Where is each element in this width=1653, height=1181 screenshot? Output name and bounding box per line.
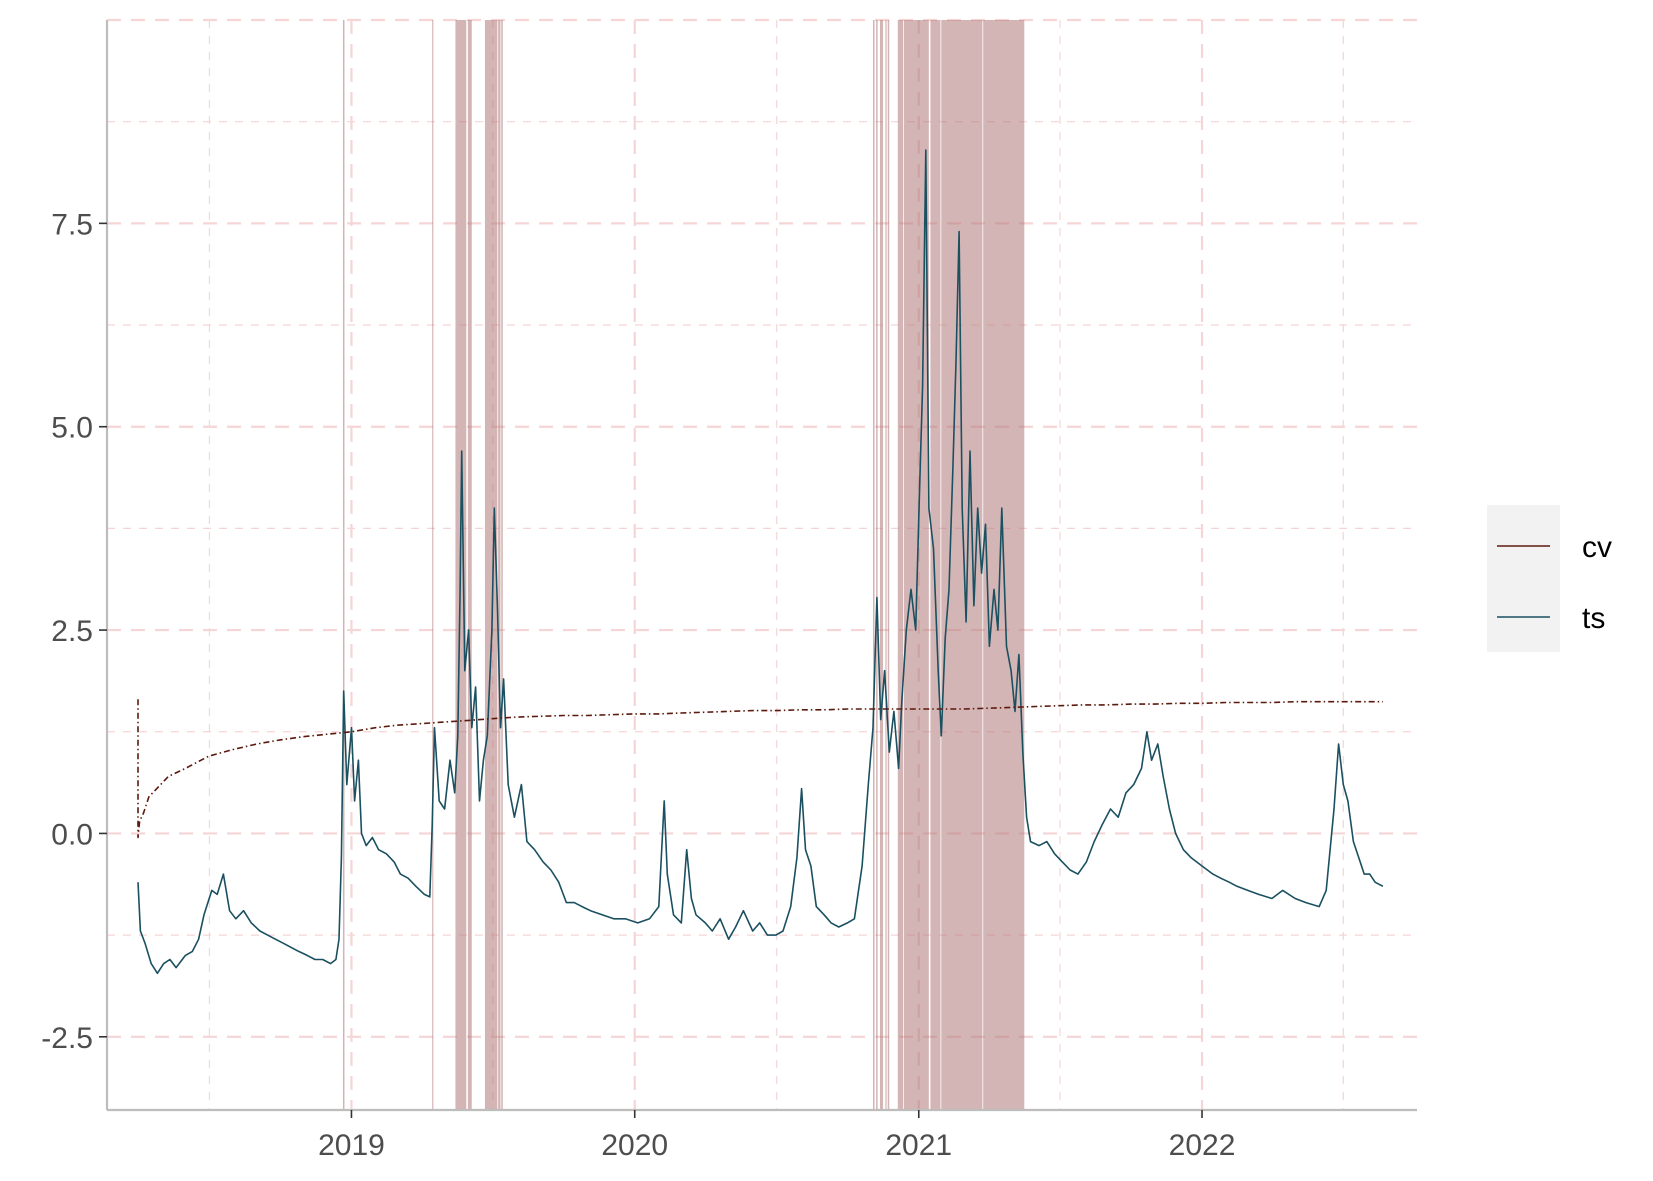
shaded-period [432,20,434,1110]
y-tick-label: 2.5 [51,615,93,648]
shaded-period [887,20,890,1110]
shaded-period [872,20,875,1110]
x-tick-label: 2020 [601,1129,668,1162]
shaded-period [484,20,498,1110]
x-tick-label: 2021 [885,1129,952,1162]
axes: -2.5 0.0 2.5 5.0 7.5 2019 2020 2021 2022 [41,20,1417,1162]
x-tick-label: 2019 [318,1129,385,1162]
shaded-period [501,20,503,1110]
y-tick-label: -2.5 [41,1022,93,1055]
shaded-period [879,20,884,1110]
legend-label-cv: cv [1582,531,1612,564]
shaded-period [498,20,501,1110]
y-tick-label: 5.0 [51,412,93,445]
y-tick-label: 7.5 [51,208,93,241]
legend-key-background [1487,505,1560,652]
shaded-period [342,20,345,1110]
legend-label-ts: ts [1582,602,1605,635]
shaded-period [876,20,878,1110]
series-layer [137,149,1384,975]
shaded-period [885,20,887,1110]
legend: cv ts [1487,505,1612,652]
x-tick-label: 2022 [1169,1129,1236,1162]
shaded-period [897,20,904,1110]
series-ts-line [137,149,1384,975]
shaded-period [467,20,472,1110]
series-cv-line [137,699,1383,839]
y-tick-label: 0.0 [51,818,93,851]
shaded-period [930,20,941,1110]
